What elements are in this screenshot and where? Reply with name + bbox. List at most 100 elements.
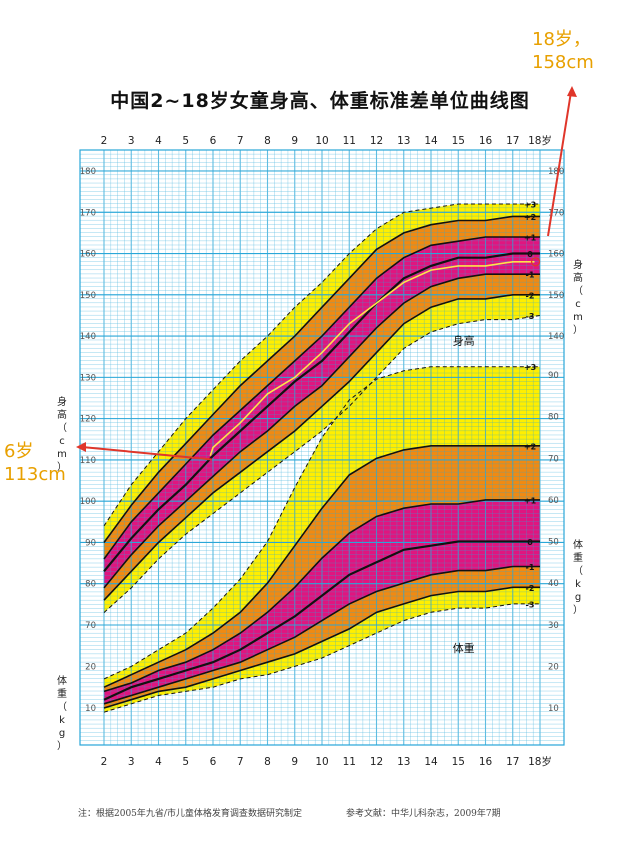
x-tick-label-top: 7	[237, 135, 244, 147]
weight-curve--2	[103, 586, 540, 709]
height-curve--1	[103, 273, 540, 589]
height-axis-title-left: 身高（ cm）	[57, 395, 67, 473]
height-curve-+2	[103, 215, 540, 543]
height-tick-left: 90	[85, 538, 96, 548]
height-curve--2	[103, 294, 540, 601]
x-tick-label-top: 13	[397, 135, 410, 147]
weight-axis-title-left-char: 重	[57, 687, 67, 700]
height-axis-title-left-char: m	[57, 449, 67, 460]
weight-curve-label: -3	[526, 600, 535, 609]
weight-curve-+1	[103, 499, 540, 693]
height-axis-title-right-char: c	[575, 299, 581, 310]
annotation-right-arrowhead	[567, 86, 577, 97]
weight-axis-title-right-char: g	[575, 592, 581, 603]
weight-tick-right: 30	[548, 621, 559, 631]
height-tick-left: 140	[80, 332, 96, 342]
height-curve-label: -3	[526, 312, 535, 321]
height-tick-right: 150	[548, 291, 564, 301]
x-tick-label-bottom: 10	[315, 756, 328, 768]
x-tick-label-top: 11	[343, 135, 356, 147]
weight-tick-right: 20	[548, 662, 559, 672]
weight-tick-left: 20	[85, 662, 96, 672]
annotation-left-value: 113cm	[4, 464, 66, 485]
height-tick-right: 180	[548, 167, 564, 177]
x-tick-label-top: 9	[291, 135, 298, 147]
annotation-left: 6岁 113cm	[4, 440, 74, 486]
height-curve-label: +1	[524, 234, 537, 243]
height-band-1sd	[104, 237, 540, 588]
x-tick-label-bottom: 7	[237, 756, 244, 768]
x-tick-label-top: 6	[210, 135, 217, 147]
x-tick-label-bottom: 5	[182, 756, 189, 768]
height-curve-label: 0	[527, 250, 533, 259]
x-tick-label-bottom: 2	[101, 756, 108, 768]
x-tick-label-bottom: 9	[291, 756, 298, 768]
x-tick-label-bottom: 4	[155, 756, 162, 768]
weight-axis-title-left-char: ）	[57, 740, 67, 752]
x-tick-label-bottom: 12	[370, 756, 383, 768]
weight-axis-title-right-char: ）	[573, 604, 583, 616]
x-tick-label-top: 15	[452, 135, 465, 147]
height-axis-title-right-char: （	[573, 285, 583, 297]
height-curves: +3 +2 +1 0 -1 -2 -3	[103, 201, 541, 613]
weight-curve--3	[103, 603, 540, 713]
height-axis-title-right: 身高（ cm）	[573, 258, 583, 336]
height-axis-title-right-char: ）	[573, 324, 583, 336]
weight-axis-title-right-char: 重	[573, 551, 583, 564]
height-tick-right: 140	[548, 332, 564, 342]
height-tick-left: 110	[80, 456, 96, 466]
footer-reference: 参考文献：中华儿科杂志，2009年7期	[346, 809, 501, 819]
chart-title: 中国2~18岁女童身高、体重标准差单位曲线图	[110, 90, 530, 112]
x-tick-label-top: 4	[155, 135, 162, 147]
height-tick-right: 160	[548, 250, 564, 260]
height-axis-title-right-char: 高	[573, 271, 583, 284]
y-axis-ticks: 7080901001101201301401501601701801401501…	[80, 167, 564, 714]
weight-axis-title-right-char: 体	[573, 539, 583, 551]
x-tick-label-top: 12	[370, 135, 383, 147]
weight-curve-label: +2	[524, 442, 536, 451]
annotation-right-value: 158cm	[532, 52, 594, 73]
weight-tick-right: 50	[548, 538, 559, 548]
x-tick-label-bottom: 18岁	[528, 755, 552, 768]
x-tick-label-top: 16	[479, 135, 493, 147]
weight-tick-right: 10	[548, 704, 559, 714]
weight-section-label: 体重	[453, 641, 475, 655]
x-tick-label-top: 18岁	[528, 134, 552, 147]
x-tick-label-top: 17	[506, 135, 519, 147]
height-curve-label: -2	[526, 291, 535, 300]
annotation-right-label: 18岁，	[532, 29, 591, 50]
annotation-right-arrow	[547, 91, 572, 237]
grid-major	[80, 170, 564, 626]
height-axis-title-right-char: m	[573, 312, 583, 323]
weight-curve-label: +1	[524, 496, 537, 505]
height-curve-label: -1	[526, 271, 535, 280]
height-axis-title-left-char: ）	[57, 461, 67, 473]
x-tick-label-top: 14	[424, 135, 438, 147]
child-height-marker	[530, 257, 541, 267]
height-curve-label: +2	[524, 213, 536, 222]
height-tick-right: 170	[548, 208, 564, 218]
weight-curve--1	[103, 565, 540, 705]
x-tick-label-bottom: 14	[424, 756, 438, 768]
weight-axis-title-left-char: 体	[57, 675, 67, 687]
x-tick-label-bottom: 6	[210, 756, 217, 768]
x-tick-label-bottom: 11	[343, 756, 356, 768]
height-axis-title-right-char: 身	[573, 258, 583, 271]
weight-tick-right: 60	[548, 496, 559, 506]
weight-axis-title-right: 体重（ kg）	[573, 539, 583, 616]
weight-curve-label: -2	[526, 584, 535, 593]
weight-curves: +3 +2 +1 0 -1 -2 -3	[103, 363, 540, 713]
height-tick-left: 180	[80, 167, 96, 177]
annotation-left-arrow	[81, 446, 213, 461]
height-tick-left: 100	[80, 497, 96, 507]
x-tick-label-bottom: 15	[452, 756, 465, 768]
weight-tick-left: 10	[85, 704, 96, 714]
x-tick-label-bottom: 16	[479, 756, 493, 768]
weight-axis-title-right-char: （	[573, 565, 583, 577]
child-height-line	[209, 261, 535, 457]
x-tick-label-top: 10	[315, 135, 328, 147]
x-tick-label-top: 3	[128, 135, 135, 147]
height-tick-left: 160	[80, 250, 96, 260]
height-curve-0	[103, 252, 540, 573]
